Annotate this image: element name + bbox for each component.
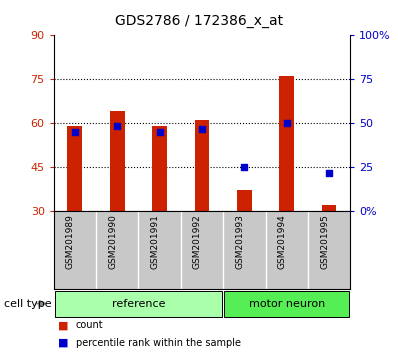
Point: [199, 126, 205, 132]
Bar: [110, 112, 125, 211]
Text: GSM201991: GSM201991: [150, 215, 160, 269]
Text: GSM201989: GSM201989: [66, 215, 75, 269]
Text: count: count: [76, 320, 103, 330]
Text: GDS2786 / 172386_x_at: GDS2786 / 172386_x_at: [115, 14, 283, 28]
Text: cell type: cell type: [4, 298, 52, 309]
Text: ■: ■: [58, 320, 68, 330]
Bar: [224, 291, 349, 317]
Bar: [195, 120, 209, 211]
Bar: [237, 190, 252, 211]
Text: GSM201993: GSM201993: [235, 215, 244, 269]
Text: GSM201994: GSM201994: [278, 215, 287, 269]
Point: [283, 120, 290, 126]
Point: [72, 129, 78, 135]
Text: percentile rank within the sample: percentile rank within the sample: [76, 338, 241, 348]
Bar: [55, 291, 222, 317]
Text: GSM201992: GSM201992: [193, 215, 202, 269]
Bar: [322, 205, 336, 211]
Text: reference: reference: [112, 298, 165, 309]
Text: GSM201990: GSM201990: [108, 215, 117, 269]
Point: [326, 170, 332, 176]
Point: [156, 129, 163, 135]
Bar: [152, 126, 167, 211]
Text: ■: ■: [58, 338, 68, 348]
Bar: [68, 126, 82, 211]
Point: [114, 123, 121, 129]
Text: motor neuron: motor neuron: [249, 298, 325, 309]
Text: GSM201995: GSM201995: [320, 215, 329, 269]
Point: [241, 164, 248, 170]
Bar: [279, 76, 294, 211]
